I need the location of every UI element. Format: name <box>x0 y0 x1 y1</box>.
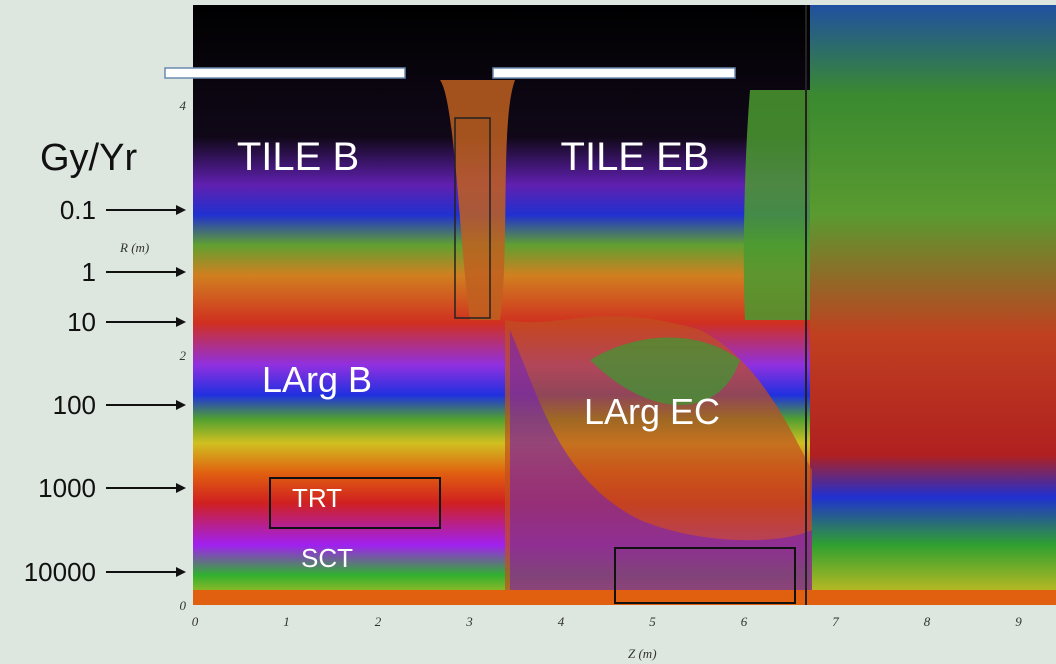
region-label: LArg EC <box>584 391 720 432</box>
y-tick-label: 4 <box>180 98 187 113</box>
marker-bar <box>493 68 735 78</box>
x-tick-label: 8 <box>924 614 931 629</box>
x-tick-label: 4 <box>558 614 565 629</box>
dose-label: 10000 <box>24 557 96 587</box>
x-tick-label: 9 <box>1015 614 1022 629</box>
unit-label: Gy/Yr <box>40 137 137 179</box>
page: Gy/Yr TILE B TILE EB LArg B LArg EC TRT SCT 0… <box>0 0 1056 664</box>
x-tick-label: 2 <box>375 614 382 629</box>
dose-label: 10 <box>67 307 96 337</box>
region-label: SCT <box>301 543 353 573</box>
y-tick-label: 2 <box>180 348 187 363</box>
arrow-head <box>176 267 186 277</box>
region-label: TILE EB <box>561 135 710 179</box>
y-tick-label: 0 <box>180 598 187 613</box>
region-label: LArg B <box>262 359 372 400</box>
x-axis-label: Z (m) <box>628 646 657 661</box>
arrow-head <box>176 400 186 410</box>
dose-label: 1000 <box>38 473 96 503</box>
arrow-head <box>176 205 186 215</box>
dose-label: 0.1 <box>60 195 96 225</box>
x-tick-label: 6 <box>741 614 748 629</box>
region-label: TILE B <box>237 135 359 179</box>
arrow-head <box>176 483 186 493</box>
arrow-head <box>176 567 186 577</box>
x-tick-label: 3 <box>465 614 473 629</box>
dose-label: 100 <box>53 390 96 420</box>
gap-region <box>744 90 810 320</box>
plot-area <box>193 5 1056 605</box>
figure: Gy/Yr TILE B TILE EB LArg B LArg EC TRT SCT 0… <box>0 0 1056 664</box>
marker-bar <box>165 68 405 78</box>
x-tick-label: 0 <box>192 614 199 629</box>
x-tick-label: 1 <box>283 614 290 629</box>
y-axis-label: R (m) <box>119 240 149 255</box>
arrow-head <box>176 317 186 327</box>
dose-label: 1 <box>82 257 96 287</box>
x-tick-label: 7 <box>832 614 839 629</box>
region-label: TRT <box>292 483 342 513</box>
x-tick-label: 5 <box>649 614 656 629</box>
dose-map-forward <box>810 5 1056 605</box>
